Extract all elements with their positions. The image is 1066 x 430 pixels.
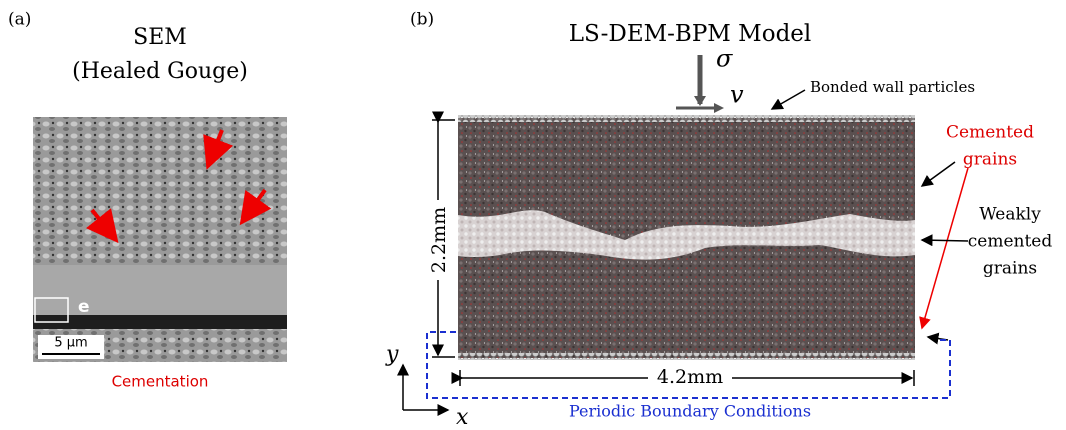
arrow xyxy=(239,188,272,226)
velocity-arrow-head xyxy=(714,103,724,113)
stress-arrow-head xyxy=(694,96,706,106)
sem-band xyxy=(33,265,287,315)
wall-bottom xyxy=(458,353,915,360)
cemented-label: grains xyxy=(963,150,1017,170)
periodic-boundary xyxy=(426,331,951,399)
wall-top xyxy=(458,115,915,122)
x-axis-label: x xyxy=(456,405,469,430)
boundary-label: Periodic Boundary Conditions xyxy=(569,402,811,421)
inset-box xyxy=(34,297,69,323)
label-bg xyxy=(428,200,448,280)
panel-title: LS-DEM-BPM Model xyxy=(569,21,812,47)
inset-label: e xyxy=(78,297,90,317)
velocity-symbol: v xyxy=(730,81,744,109)
arrow xyxy=(920,234,969,247)
arrow xyxy=(203,129,234,170)
panel-label: (a) xyxy=(8,10,31,30)
wall-label: Bonded wall particles xyxy=(810,78,975,96)
caption: Cementation xyxy=(112,373,209,391)
scale-bar-label: 5 µm xyxy=(54,336,87,351)
arrow xyxy=(920,161,956,187)
label-bg xyxy=(648,368,732,388)
panel-subtitle: (Healed Gouge) xyxy=(72,59,248,84)
arrow xyxy=(86,208,119,244)
panel-title: SEM xyxy=(133,25,187,50)
sem-crack xyxy=(33,315,287,329)
height-label: 2.2mm xyxy=(428,207,450,273)
cemented-label: Cemented xyxy=(946,123,1034,143)
panel-label: (b) xyxy=(410,10,434,30)
weak-label: cemented xyxy=(968,232,1053,252)
weak-label: Weakly xyxy=(979,205,1041,225)
weak-zone xyxy=(458,210,915,260)
arrow xyxy=(770,89,806,110)
y-axis-label: y xyxy=(385,342,399,367)
stress-symbol: σ xyxy=(716,45,733,73)
weak-label: grains xyxy=(983,259,1037,279)
arrow xyxy=(919,167,969,330)
width-label: 4.2mm xyxy=(657,366,723,388)
